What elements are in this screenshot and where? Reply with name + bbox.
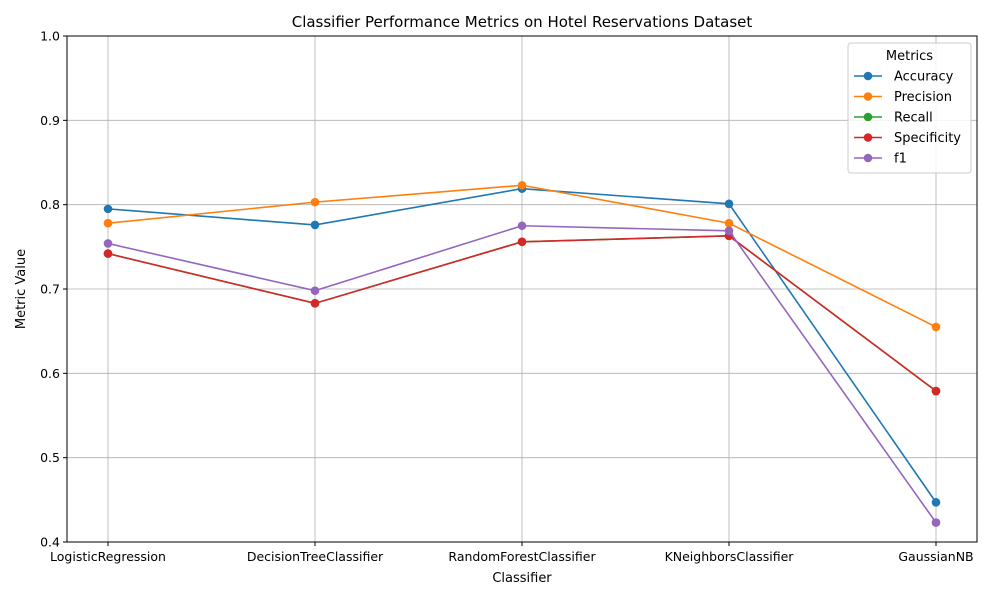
legend-label: Recall (894, 111, 933, 126)
legend-item: Specificity (854, 131, 961, 146)
chart-title: Classifier Performance Metrics on Hotel … (292, 13, 753, 31)
data-point (310, 197, 320, 207)
y-tick-label: 0.5 (40, 450, 60, 465)
data-point (724, 226, 734, 236)
y-tick-label: 0.6 (40, 366, 60, 381)
series-layer (103, 180, 941, 527)
data-point (103, 249, 113, 258)
axis-ticks: LogisticRegression DecisionTreeClassifier… (40, 29, 974, 565)
data-point (517, 237, 527, 247)
y-tick-label: 0.4 (40, 535, 60, 550)
y-tick-label: 0.9 (40, 113, 60, 128)
series-precision (103, 180, 941, 332)
legend-item: f1 (854, 152, 907, 167)
y-tick-label: 0.8 (40, 197, 60, 212)
legend-label: Precision (894, 90, 952, 105)
y-tick-label: 0.7 (40, 282, 60, 297)
data-point (310, 286, 320, 295)
legend-swatch-marker (863, 71, 873, 81)
legend: Metrics Accuracy Precision Recall Specificit… (847, 42, 972, 174)
legend-label: f1 (894, 152, 907, 167)
x-tick-label: KNeighborsClassifier (665, 549, 795, 564)
data-point (103, 239, 113, 248)
x-tick-label: GaussianNB (898, 549, 973, 564)
legend-swatch-marker (863, 153, 873, 163)
legend-label: Accuracy (894, 70, 954, 85)
data-point (310, 299, 320, 308)
legend-swatch-marker (863, 92, 873, 101)
y-tick-label: 1.0 (40, 29, 60, 44)
x-tick-label: DecisionTreeClassifier (247, 549, 384, 564)
data-point (931, 518, 941, 527)
data-point (931, 498, 941, 507)
y-axis-title: Metric Value (14, 249, 29, 329)
legend-item: Precision (854, 90, 952, 105)
data-point (103, 204, 113, 214)
x-axis-title: Classifier (492, 571, 552, 586)
x-tick-label: RandomForestClassifier (448, 549, 596, 564)
data-point (931, 386, 941, 396)
data-point (517, 221, 527, 231)
data-point (724, 218, 734, 228)
data-point (931, 322, 941, 332)
data-point (724, 199, 734, 209)
legend-item: Accuracy (854, 70, 954, 85)
data-point (517, 180, 527, 190)
grid (67, 35, 977, 543)
data-point (103, 218, 113, 228)
legend-swatch-marker (863, 112, 873, 122)
legend-label: Specificity (894, 131, 961, 146)
x-tick-label: LogisticRegression (50, 549, 166, 564)
data-point (310, 220, 320, 230)
series-f1 (103, 221, 941, 527)
legend-title: Metrics (886, 49, 933, 64)
legend-swatch-marker (863, 133, 873, 142)
legend-item: Recall (854, 111, 933, 126)
